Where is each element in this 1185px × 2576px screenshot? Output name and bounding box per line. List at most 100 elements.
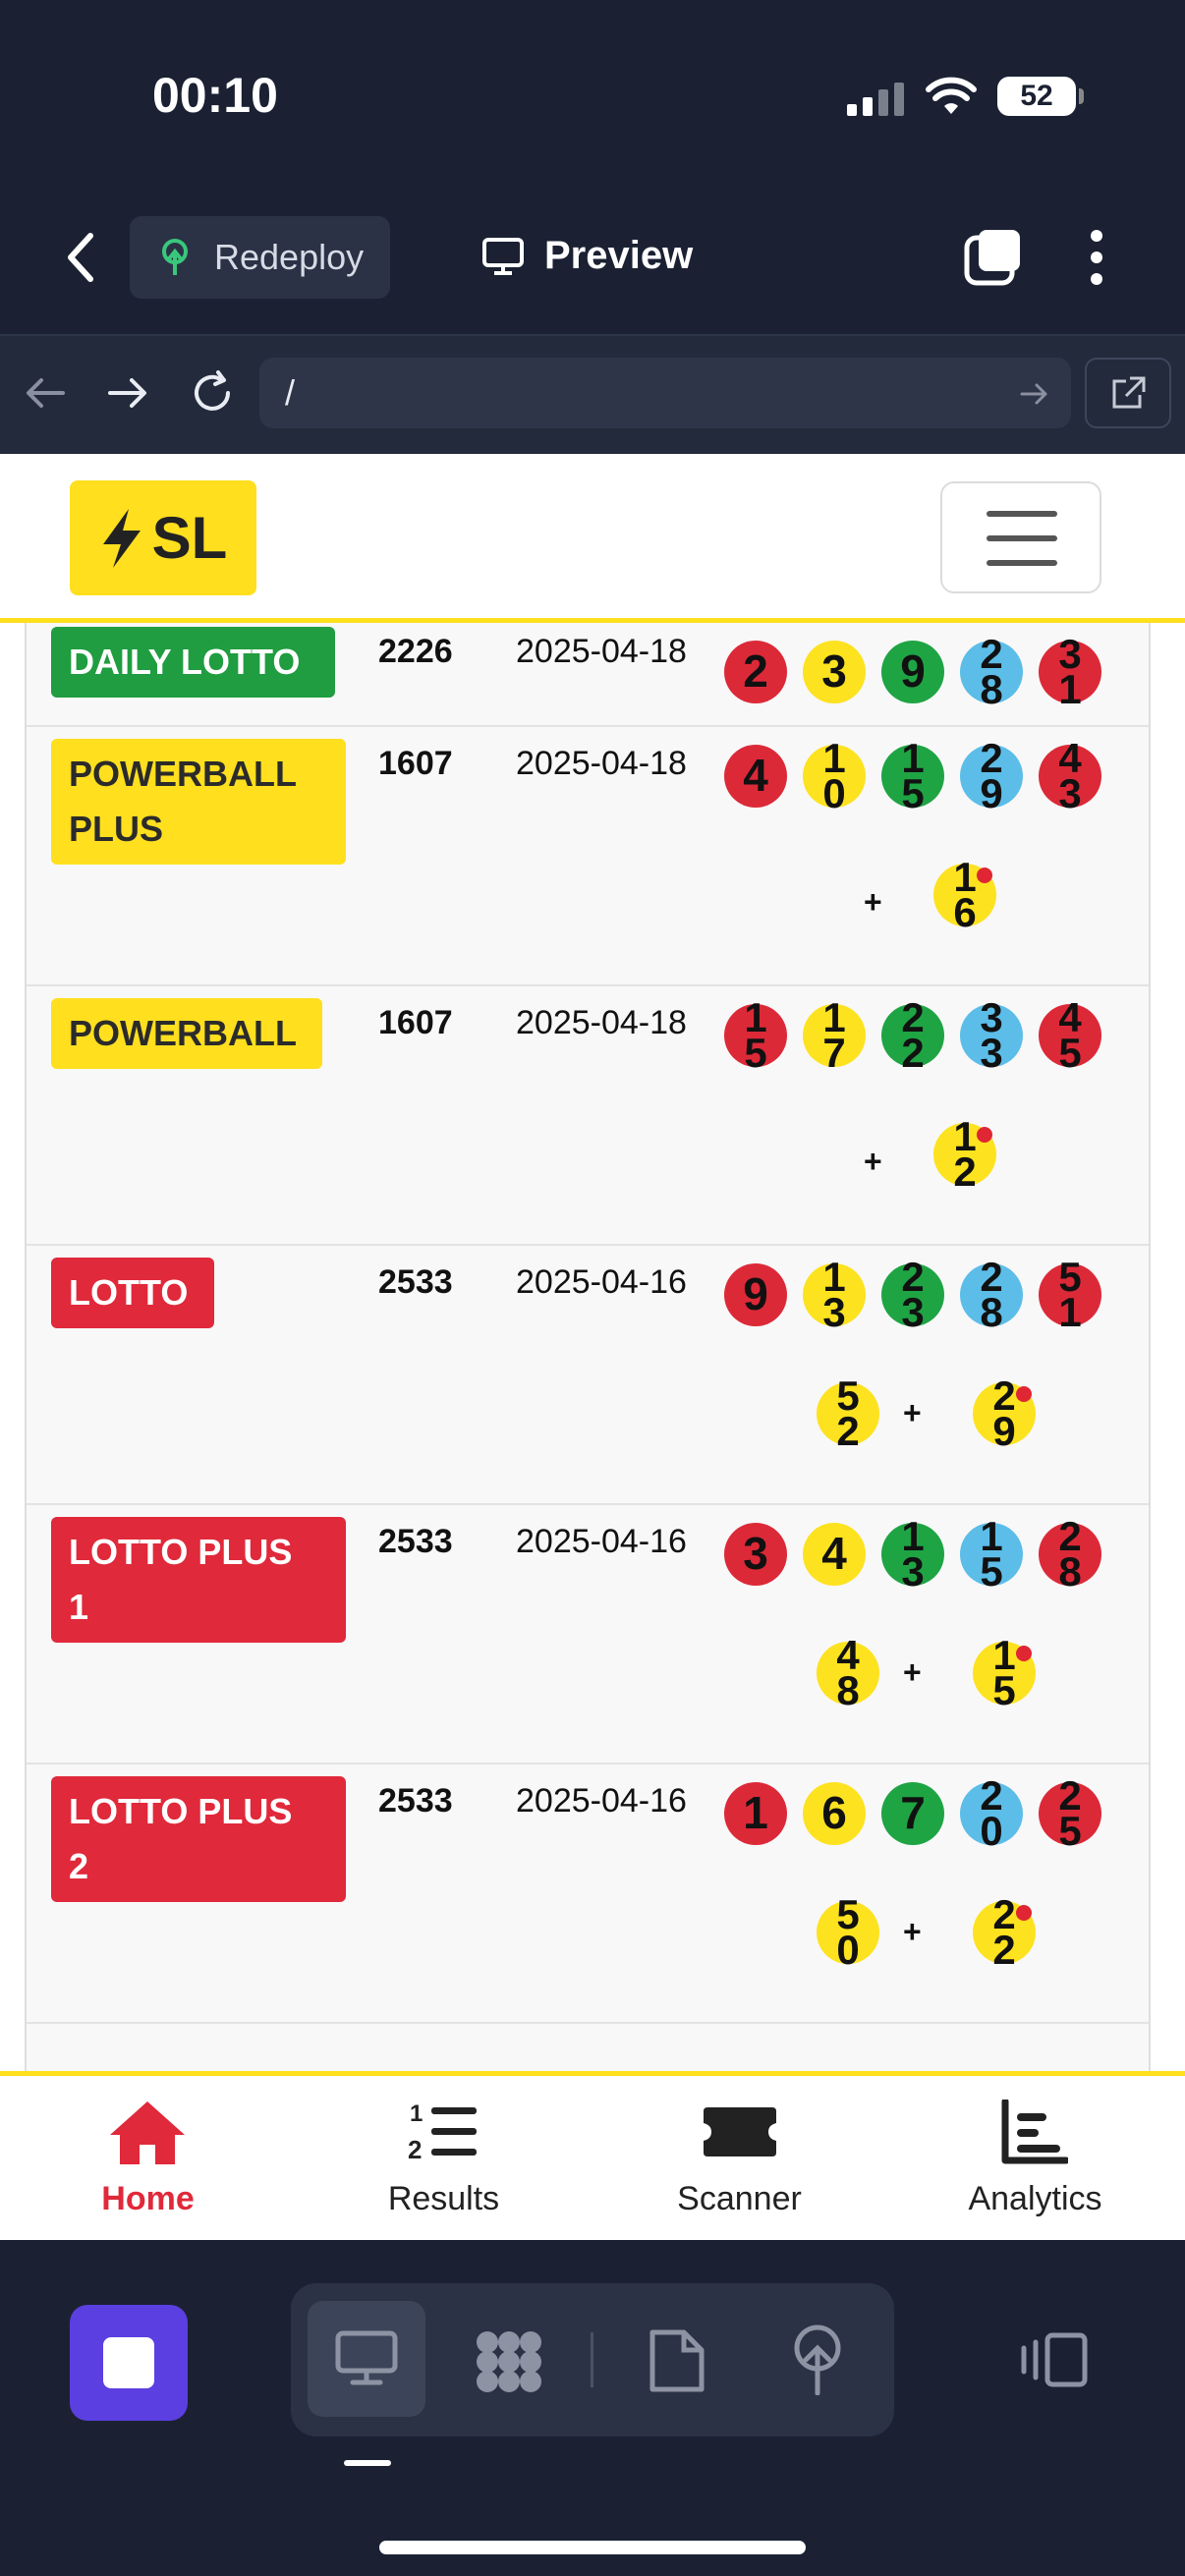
brand-logo[interactable]: SL (70, 480, 256, 595)
draw-date: 2025-04-18 (516, 1004, 687, 1041)
reload-icon[interactable] (189, 369, 236, 417)
ball-digit: 3 (980, 1030, 1003, 1076)
ball-digit: 9 (743, 1268, 768, 1320)
plus-sign: + (864, 884, 882, 920)
table-row[interactable]: LOTTO PLUS 1 2533 2025-04-16 3 4 1 3 1 5 2 8 4 8 +1 5 (27, 1503, 1149, 1764)
brand-text: SL (151, 505, 228, 571)
list-ordered-icon: 1 2 (408, 2100, 477, 2164)
ball-digit: 5 (1058, 1030, 1082, 1076)
ball-digit: 1 (901, 1512, 925, 1559)
menu-toggle-button[interactable] (940, 481, 1101, 593)
tab-home[interactable]: Home (0, 2076, 296, 2240)
ball-digit: 9 (980, 770, 1003, 816)
monitor-icon (335, 2330, 398, 2385)
ball-digit: 4 (1058, 734, 1082, 781)
ball-digit: 5 (1058, 1808, 1082, 1854)
redeploy-button[interactable]: Redeploy (130, 216, 390, 299)
more-vertical-icon[interactable] (1085, 228, 1108, 287)
lightning-icon (102, 508, 141, 568)
ball-digit: 5 (980, 1548, 1003, 1595)
number-ball: 9 (881, 641, 944, 703)
draw-date: 2025-04-16 (516, 1523, 687, 1560)
url-input[interactable]: / (259, 358, 1071, 428)
go-arrow-icon[interactable] (1020, 381, 1049, 407)
bonus-marker (977, 868, 992, 883)
plus-sign: + (903, 1654, 922, 1690)
number-ball: 4 (803, 1523, 866, 1586)
ball-digit: 2 (992, 1372, 1016, 1419)
ball-digit: 1 (992, 1631, 1016, 1678)
ball-digit: 3 (980, 993, 1003, 1040)
ball-digit: 1 (1058, 1289, 1082, 1335)
ball-digit: 0 (980, 1808, 1003, 1854)
ball-digit: 1 (1058, 666, 1082, 712)
ball-digit: 2 (980, 734, 1003, 781)
open-external-button[interactable] (1085, 358, 1171, 428)
ball-digit: 2 (980, 1253, 1003, 1300)
draw-number: 2533 (378, 1263, 453, 1301)
svg-text:2: 2 (408, 2135, 422, 2164)
table-row[interactable]: LOTTO 2533 2025-04-16 9 1 3 2 3 2 8 5 1 5 2 +2 9 (27, 1244, 1149, 1505)
tabs-icon[interactable] (963, 228, 1024, 287)
external-link-icon (1112, 376, 1146, 409)
draw-number: 1607 (378, 1004, 453, 1041)
game-badge: LOTTO PLUS 2 (51, 1776, 346, 1902)
tab-analytics-label: Analytics (968, 2180, 1102, 2217)
ball-digit: 2 (980, 630, 1003, 677)
tab-scanner[interactable]: Scanner (592, 2076, 887, 2240)
nav-forward-icon[interactable] (106, 375, 149, 411)
bonus-marker (1016, 1905, 1032, 1921)
draw-number: 1607 (378, 745, 453, 782)
device-toggle-icon[interactable] (1020, 2332, 1091, 2387)
table-row[interactable]: POWERBALL PLUS 1607 2025-04-18 4 1 0 1 5 2 9 4 3 +1 6 (27, 725, 1149, 986)
monitor-icon (482, 237, 524, 275)
draw-date: 2025-04-16 (516, 1782, 687, 1820)
ball-digit: 4 (743, 750, 768, 802)
redeploy-icon (162, 239, 188, 275)
bonus-marker (977, 1127, 992, 1143)
table-row[interactable]: LOTTO PLUS 2 2533 2025-04-16 1 6 7 2 0 2 5 5 0 +2 2 (27, 1763, 1149, 2024)
cellular-signal-icon (847, 83, 904, 116)
draw-number: 2533 (378, 1523, 453, 1560)
ball-digit: 8 (980, 1289, 1003, 1335)
table-row[interactable]: POWERBALL 1607 2025-04-18 1 5 1 7 2 2 3 3 4 5 +1 2 (27, 984, 1149, 1246)
ball-digit: 5 (1058, 1253, 1082, 1300)
ball-digit: 9 (992, 1408, 1016, 1454)
ticket-icon (704, 2107, 776, 2156)
preview-button[interactable]: Preview (481, 234, 693, 278)
tab-results[interactable]: 1 2 Results (296, 2076, 592, 2240)
number-ball: 3 (724, 1523, 787, 1586)
back-chevron-icon[interactable] (63, 232, 98, 283)
components-icon[interactable] (472, 2328, 546, 2395)
game-badge: LOTTO (51, 1258, 214, 1328)
ball-digit: 1 (744, 993, 767, 1040)
ball-digit: 2 (836, 1408, 860, 1454)
stop-icon (103, 2337, 154, 2388)
file-icon[interactable] (649, 2328, 705, 2393)
tab-analytics[interactable]: Analytics (887, 2076, 1183, 2240)
nav-back-icon[interactable] (24, 375, 67, 411)
hamburger-line (987, 560, 1057, 566)
desktop-view-button[interactable] (308, 2301, 425, 2417)
ball-digit: 9 (900, 645, 926, 698)
ball-digit: 2 (901, 993, 925, 1040)
ball-digit: 4 (836, 1631, 860, 1678)
ball-digit: 2 (953, 1148, 977, 1195)
ball-digit: 5 (744, 1030, 767, 1076)
table-row[interactable]: DAILY LOTTO 2226 2025-04-18 2 3 9 2 8 3 1 (27, 623, 1149, 727)
deploy-icon[interactable] (786, 2324, 849, 2395)
number-ball: 6 (803, 1782, 866, 1845)
game-badge: LOTTO PLUS 1 (51, 1517, 346, 1643)
stop-button[interactable] (70, 2305, 188, 2421)
